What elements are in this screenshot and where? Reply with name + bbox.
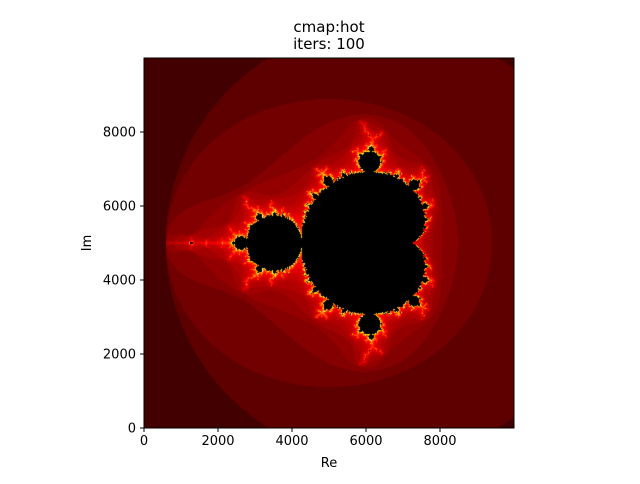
y-axis-label: Im [80,235,95,252]
x-axis-label: Re [321,456,337,471]
y-tick-label: 2000 [103,348,136,363]
x-tick-label: 0 [140,434,148,449]
mandelbrot-image [144,58,514,428]
plot-area [144,58,514,428]
y-tick-label: 8000 [103,126,136,141]
plot-frame [143,57,515,429]
x-tick-label: 2000 [201,434,234,449]
y-axis-ticks: 0 2000 4000 6000 8000 [103,126,144,437]
x-tick-label: 8000 [423,434,456,449]
x-axis-ticks: 0 2000 4000 6000 8000 [140,428,457,449]
chart-title-line-1: cmap:hot [293,18,364,36]
x-tick-label: 6000 [349,434,382,449]
chart-title-line-2: iters: 100 [293,35,365,53]
y-tick-label: 0 [128,422,136,437]
y-tick-label: 4000 [103,274,136,289]
x-tick-label: 4000 [275,434,308,449]
y-tick-label: 6000 [103,200,136,215]
